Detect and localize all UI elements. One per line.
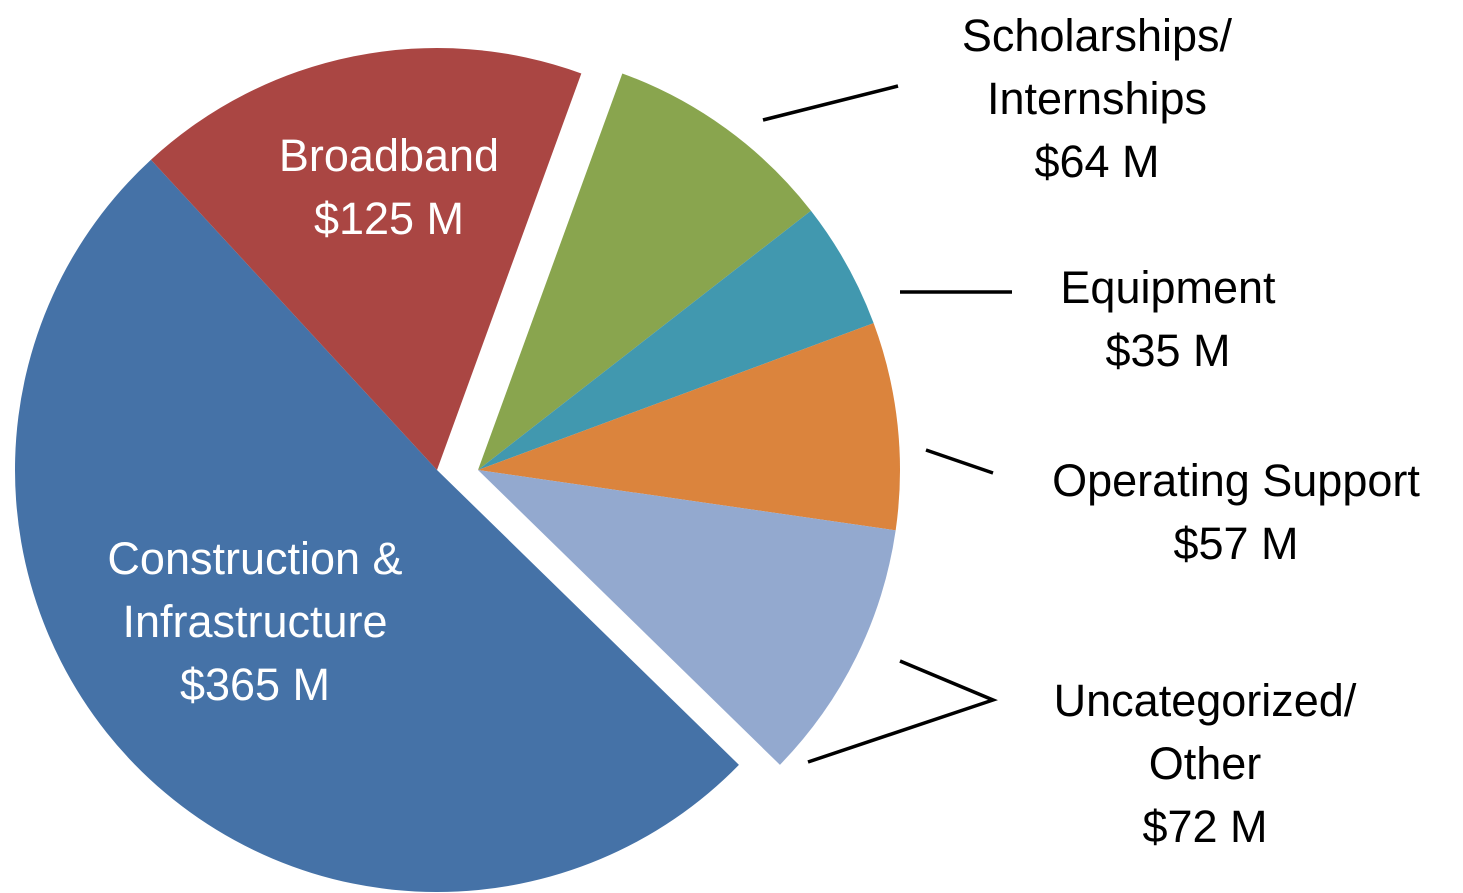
category-label: Equipment bbox=[1060, 262, 1276, 313]
leader-line bbox=[925, 448, 994, 475]
pie-slice bbox=[478, 73, 811, 471]
pie-slice bbox=[150, 47, 582, 470]
pie-slice bbox=[478, 210, 874, 471]
slice-label: Equipment $35 M bbox=[998, 256, 1338, 382]
category-label: Operating Support bbox=[1052, 455, 1420, 506]
pie-slice bbox=[478, 323, 900, 531]
category-label: Broadband bbox=[278, 130, 500, 181]
value-label: $365 M bbox=[179, 659, 331, 710]
value-label: $35 M bbox=[1105, 325, 1231, 376]
value-label: $125 M bbox=[313, 193, 465, 244]
slice-label: Broadband $125 M bbox=[219, 124, 559, 250]
leader-line bbox=[807, 659, 998, 764]
slices bbox=[15, 47, 900, 892]
slice-label: Uncategorized/ Other $72 M bbox=[1015, 669, 1395, 858]
value-label: $64 M bbox=[1034, 136, 1160, 187]
value-label: $72 M bbox=[1142, 801, 1268, 852]
category-label: Uncategorized/ Other bbox=[1053, 675, 1357, 789]
value-label: $57 M bbox=[1173, 518, 1299, 569]
slice-label: Construction & Infrastructure $365 M bbox=[65, 527, 445, 716]
leader-line bbox=[762, 84, 899, 122]
category-label: Construction & Infrastructure bbox=[107, 533, 403, 647]
pie-slice bbox=[15, 159, 739, 892]
slice-label: Operating Support $57 M bbox=[1006, 449, 1463, 575]
category-label: Scholarships/ Internships bbox=[961, 10, 1233, 124]
slice-label: Scholarships/ Internships $64 M bbox=[927, 4, 1267, 193]
pie-slice bbox=[478, 470, 896, 765]
